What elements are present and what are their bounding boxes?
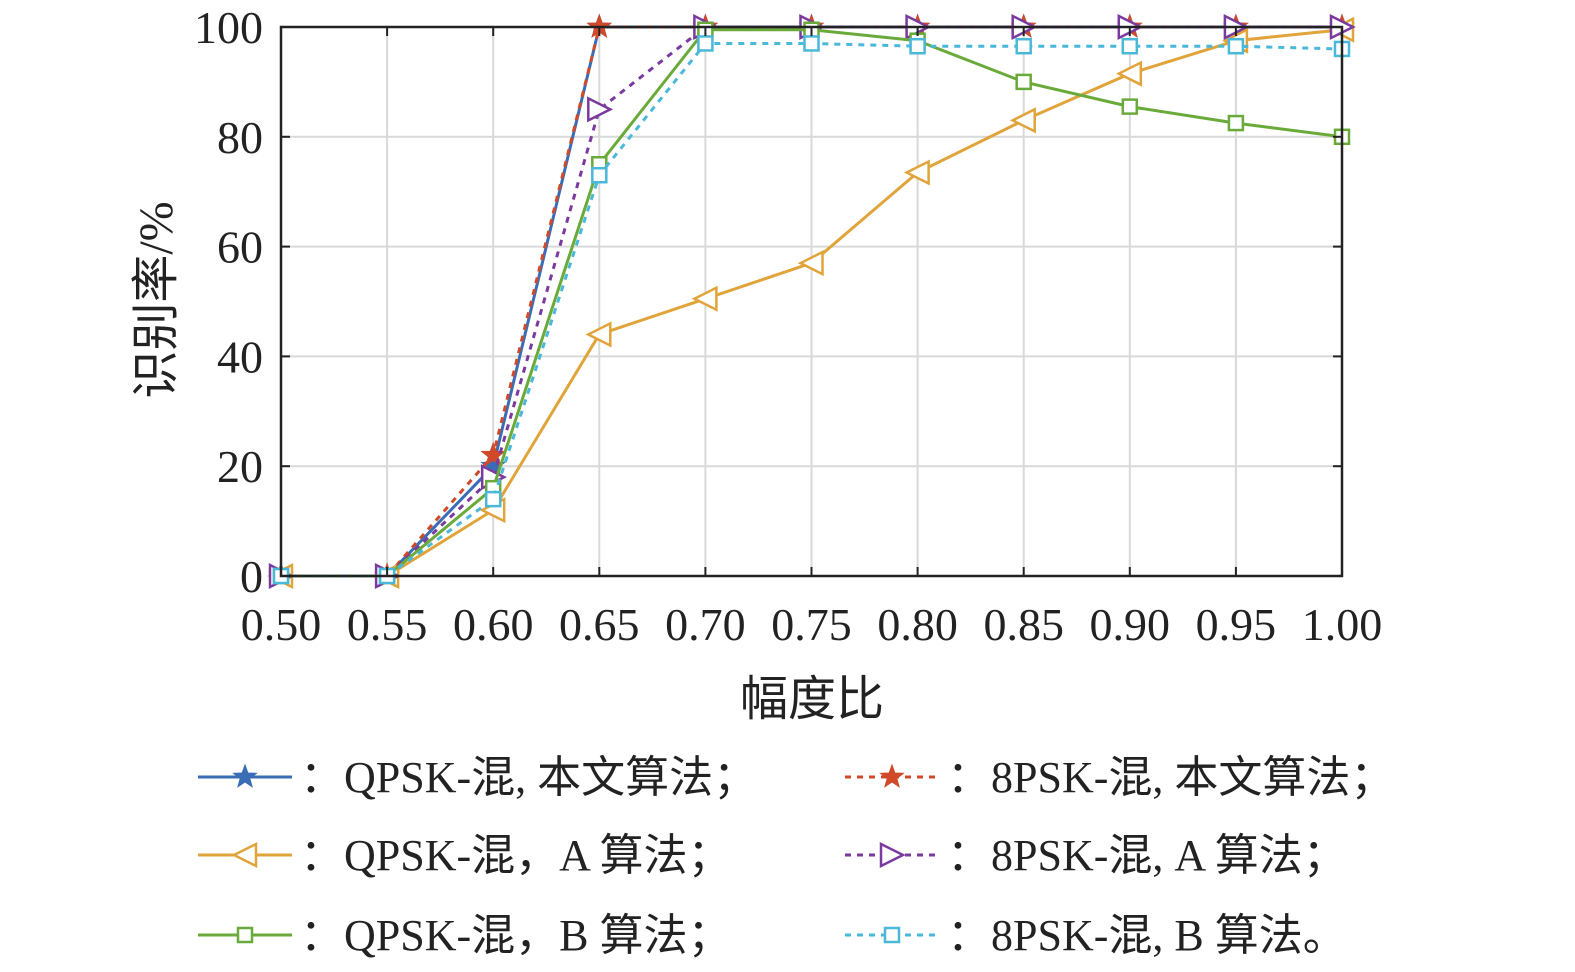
x-tick-label: 0.75 [771,599,852,650]
legend-item-4: ：8PSK-混, A 算法； [845,831,1347,880]
legend-label: ：QPSK-混，B 算法； [300,911,732,960]
data-point-square [697,35,714,52]
legend-label: ：QPSK-混，A 算法； [300,831,732,880]
data-point-square [591,166,608,184]
data-point-square [803,35,820,52]
data-point-square [236,926,254,944]
legend-item-3: ：QPSK-混，A 算法； [198,831,732,880]
y-tick-label: 0 [240,551,263,602]
legend-item-1: ：QPSK-混, 本文算法； [198,753,757,802]
data-point-square [1015,73,1032,91]
legend-item-6: ：8PSK-混, B 算法。 [845,911,1347,960]
legend: ：QPSK-混, 本文算法； ：8PSK-混, 本文算法； ：QPSK-混，A 算法… [198,753,1394,960]
grid-lines [280,26,1343,577]
data-point-square [883,926,901,944]
data-point-triangle [879,841,906,869]
x-tick-label: 0.55 [347,599,428,650]
legend-label: ：QPSK-混, 本文算法； [300,753,757,802]
x-tick-label: 0.95 [1196,599,1277,650]
data-point-star [232,763,258,788]
data-point-square [909,37,926,55]
legend-item-5: ：QPSK-混，B 算法； [198,911,732,960]
legend-label: ：8PSK-混, A 算法； [947,831,1347,880]
y-tick-label: 20 [217,441,263,492]
y-tick-label: 80 [217,112,263,163]
data-point-triangle [1116,60,1143,87]
axis-ticks: 0.50 0.55 0.60 0.65 0.70 0.75 0.80 0.85 0.90 0.95… [194,2,1382,650]
data-point-triangle [1009,107,1036,134]
x-tick-label: 0.85 [983,599,1064,650]
legend-label: ：8PSK-混, 本文算法； [947,753,1394,802]
y-tick-label: 40 [217,331,263,382]
legend-label: ：8PSK-混, B 算法。 [947,911,1347,960]
y-tick-label: 100 [194,2,263,53]
data-point-triangle [585,321,612,348]
data-point-triangle [797,250,824,277]
data-point-triangle [903,159,930,186]
x-tick-label: 1.00 [1302,599,1383,650]
legend-item-2: ：8PSK-混, 本文算法； [845,753,1394,802]
x-tick-label: 0.50 [241,599,322,650]
x-tick-label: 0.70 [665,599,746,650]
y-tick-label: 60 [217,222,263,273]
x-axis-title: 幅度比 [740,673,884,726]
x-tick-label: 0.80 [877,599,958,650]
data-point-square [1227,114,1245,132]
data-point-square [484,490,502,508]
data-point-square [1121,37,1139,55]
data-point-star [879,763,905,788]
y-axis-title: 识别率/% [130,201,183,398]
data-point-triangle [691,285,718,312]
data-point-triangle [587,96,614,123]
x-tick-label: 0.65 [559,599,640,650]
x-tick-label: 0.90 [1090,599,1171,650]
data-point-square [1227,37,1245,55]
x-tick-label: 0.60 [453,599,534,650]
data-point-square [1015,37,1032,55]
data-point-square [1121,98,1139,115]
data-point-triangle [231,841,258,869]
